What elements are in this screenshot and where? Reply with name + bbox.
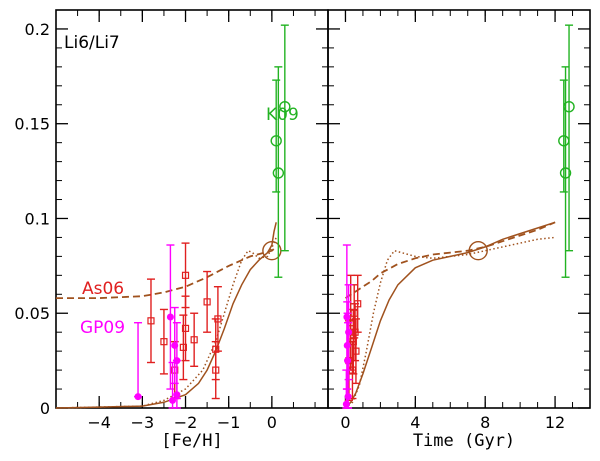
magenta-point-right xyxy=(345,328,353,336)
model-curve-model-solid-right xyxy=(344,221,556,409)
x-tick-label-right: 4 xyxy=(410,413,420,432)
y-tick-label: 0.1 xyxy=(25,209,50,228)
x-tick-label-left: 0 xyxy=(267,413,277,432)
x-tick-label-right: 12 xyxy=(545,413,565,432)
plot-frame-left xyxy=(55,9,329,409)
green-point-right xyxy=(559,167,572,179)
x-tick-label-left: −3 xyxy=(131,413,155,432)
k09-label: K09 xyxy=(266,105,299,125)
x-axis-title-time: Time (Gyr) xyxy=(413,431,515,451)
red-point-left xyxy=(181,271,190,279)
magenta-point-right xyxy=(344,393,352,401)
y-tick-label: 0.2 xyxy=(25,20,50,39)
magenta-point-right xyxy=(342,400,350,408)
panel-left: −4 −3 −2 −1 0 0 0.05 0.1 0.15 0.2 xyxy=(14,9,329,432)
x-tick-label-right: 8 xyxy=(480,413,490,432)
panel-right: 0 4 8 12 xyxy=(327,9,591,432)
plot-frame-right xyxy=(327,9,591,409)
gp09-label: GP09 xyxy=(80,318,125,338)
red-point-left xyxy=(147,317,155,325)
red-point-left xyxy=(190,336,198,344)
x-axis-title-feh: [Fe/H] xyxy=(161,431,222,451)
model-curve-model-solid-left xyxy=(55,222,277,409)
green-point-left xyxy=(279,100,291,113)
panel-label: Li6/Li7 xyxy=(64,33,120,53)
red-point-left xyxy=(179,343,187,351)
model-curve-model-dotted-left xyxy=(55,237,277,409)
green-point-left xyxy=(272,167,285,179)
x-tick-label-left: −2 xyxy=(174,413,198,432)
magenta-point-left xyxy=(134,393,142,401)
red-point-left xyxy=(181,324,190,332)
y-tick-label: 0.05 xyxy=(14,304,50,323)
green-point-left xyxy=(270,135,282,147)
y-tick-label: 0 xyxy=(40,399,50,418)
as06-label: As06 xyxy=(82,279,124,299)
red-point-right xyxy=(354,300,362,308)
model-curve-model-dashed-left xyxy=(56,246,277,299)
green-point-right xyxy=(563,100,575,113)
red-point-left xyxy=(160,338,168,346)
magenta-point-left xyxy=(173,391,181,399)
solar-point-right xyxy=(468,240,488,261)
x-tick-label-left: −1 xyxy=(217,413,241,432)
x-tick-label-right: 0 xyxy=(340,413,350,432)
model-curve-model-dotted-right xyxy=(345,236,556,409)
magenta-point-left xyxy=(166,313,174,321)
model-curve-model-dashed-right xyxy=(345,221,556,299)
y-tick-label: 0.15 xyxy=(14,115,50,134)
red-point-left xyxy=(203,298,211,306)
red-point-right xyxy=(352,347,360,355)
x-tick-label-left: −4 xyxy=(87,413,111,432)
red-point-left xyxy=(212,345,220,353)
